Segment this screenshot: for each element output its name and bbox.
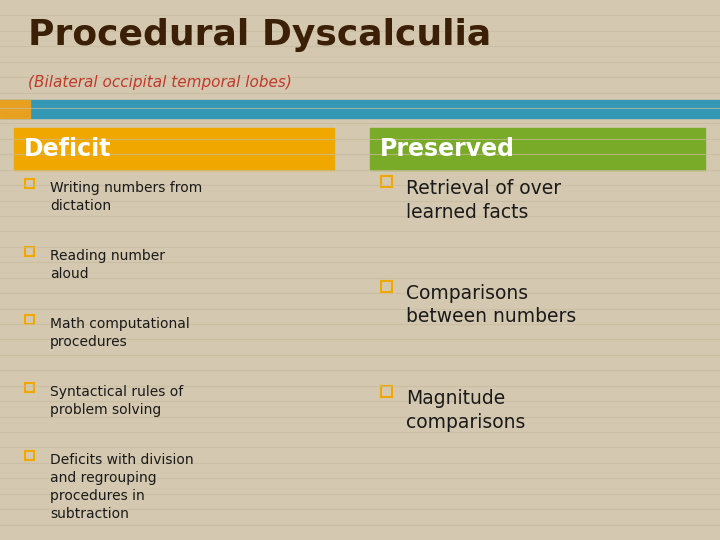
Text: Deficits with division
and regrouping
procedures in
subtraction: Deficits with division and regrouping pr…: [50, 453, 194, 521]
Bar: [25, 179, 34, 187]
Bar: [14, 128, 334, 170]
Bar: [25, 246, 34, 255]
Bar: [381, 386, 392, 396]
Bar: [0, 100, 30, 118]
Bar: [370, 128, 705, 170]
Text: Syntactical rules of
problem solving: Syntactical rules of problem solving: [50, 385, 184, 417]
Text: Comparisons
between numbers: Comparisons between numbers: [406, 284, 576, 327]
Bar: [25, 450, 34, 460]
Bar: [0, 100, 720, 118]
Text: Writing numbers from
dictation: Writing numbers from dictation: [50, 181, 202, 213]
Bar: [25, 382, 34, 392]
Text: Procedural Dyscalculia: Procedural Dyscalculia: [28, 18, 491, 52]
Text: Magnitude
comparisons: Magnitude comparisons: [406, 389, 526, 431]
Text: Math computational
procedures: Math computational procedures: [50, 317, 190, 349]
Bar: [381, 280, 392, 292]
Bar: [25, 314, 34, 323]
Text: Preserved: Preserved: [380, 137, 515, 161]
Bar: [381, 176, 392, 186]
Text: Deficit: Deficit: [24, 137, 112, 161]
Text: (Bilateral occipital temporal lobes): (Bilateral occipital temporal lobes): [28, 75, 292, 90]
Text: Reading number
aloud: Reading number aloud: [50, 249, 165, 281]
Text: Retrieval of over
learned facts: Retrieval of over learned facts: [406, 179, 561, 221]
